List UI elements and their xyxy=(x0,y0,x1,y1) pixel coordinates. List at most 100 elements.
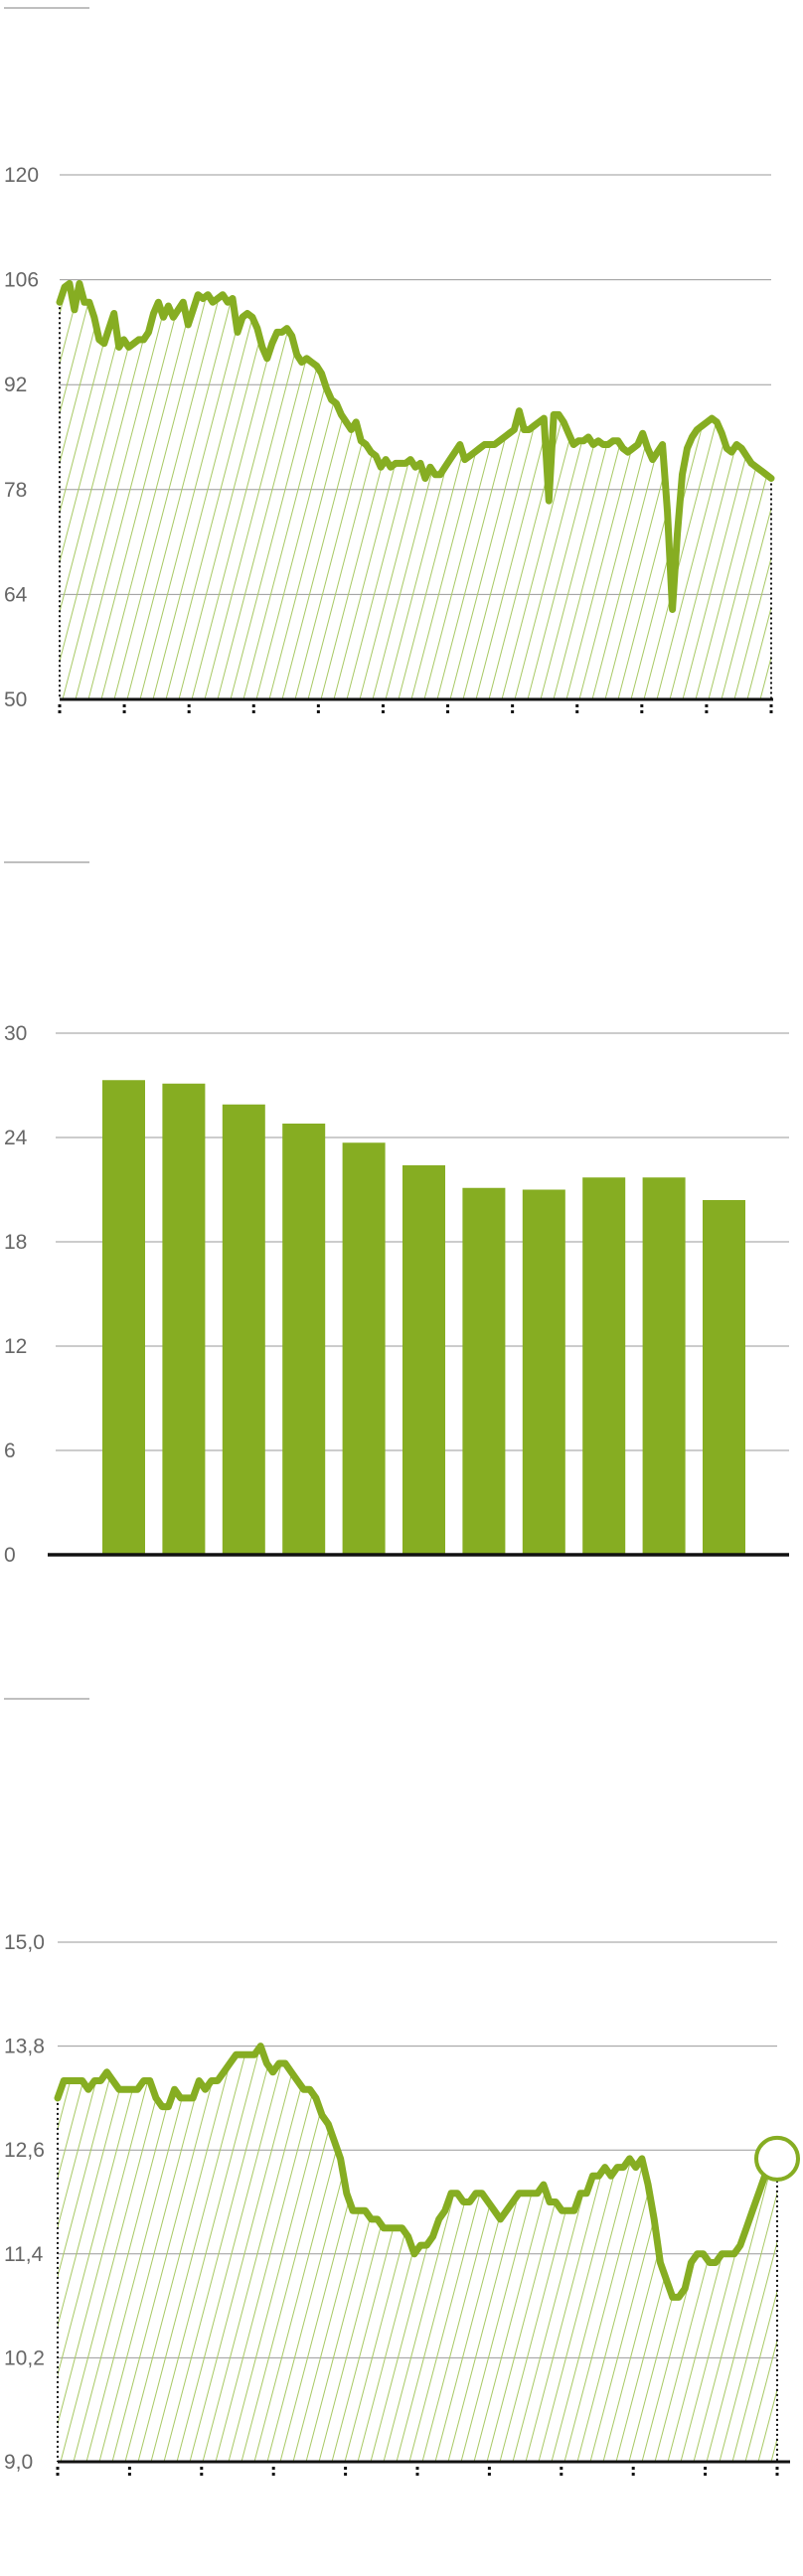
hatch-line xyxy=(228,2046,369,2462)
hatch-line xyxy=(757,2046,777,2462)
hatch-line xyxy=(654,2046,777,2462)
hatch-line xyxy=(189,2046,330,2462)
series-line xyxy=(54,2043,781,2301)
hatch-line xyxy=(137,2046,278,2462)
hatch-line xyxy=(615,2046,756,2462)
y-tick-label: 106 xyxy=(4,269,39,292)
hatch-line xyxy=(253,2046,395,2462)
hatch-line xyxy=(176,2046,317,2462)
hatch-line xyxy=(60,2046,201,2462)
hatch-line xyxy=(553,283,694,699)
hatch-line xyxy=(320,283,461,699)
hatch-line xyxy=(124,2046,265,2462)
y-tick-label: 6 xyxy=(4,1440,16,1462)
hatch-line xyxy=(202,2046,343,2462)
bar xyxy=(522,1189,565,1555)
hatch-line xyxy=(473,2046,614,2462)
y-tick-label: 24 xyxy=(4,1127,28,1149)
y-tick-label: 18 xyxy=(4,1231,27,1254)
hatch-line xyxy=(318,2046,459,2462)
hatch-line xyxy=(333,283,474,699)
hatch-line xyxy=(746,283,771,699)
hatch-line xyxy=(346,283,487,699)
hatch-line xyxy=(255,283,397,699)
bar xyxy=(102,1080,145,1555)
hatch-line xyxy=(73,2046,214,2462)
hatch-line xyxy=(241,2046,382,2462)
hatch-line xyxy=(60,283,74,699)
hatch-line xyxy=(98,2046,240,2462)
bar xyxy=(162,1083,206,1555)
hatch-line xyxy=(60,283,151,699)
chart-panel-1: 50 64 78 92 106 120 xyxy=(0,0,803,755)
hatch-line xyxy=(667,2046,777,2462)
hatch-line xyxy=(759,283,771,699)
hatch-line xyxy=(58,2046,84,2462)
chart-panel-3: 9,0 10,2 11,4 12,6 13,8 15,0 xyxy=(0,1629,803,2571)
hatch-line xyxy=(191,283,332,699)
hatch-line xyxy=(669,283,771,699)
y-tick-label: 30 xyxy=(4,1022,27,1045)
hatch-line xyxy=(268,283,409,699)
hatch-line xyxy=(100,283,241,699)
hatch-line xyxy=(62,283,203,699)
hatch-line xyxy=(58,2046,149,2462)
hatch-line xyxy=(538,2046,679,2462)
area-chart-1: 50 64 78 92 106 120 xyxy=(4,7,775,713)
chart-panel-2: 0 6 12 18 24 30 xyxy=(0,755,803,1629)
hatch-line xyxy=(126,283,267,699)
hatch-line xyxy=(731,2046,777,2462)
bar xyxy=(703,1200,745,1555)
hatch-line xyxy=(514,283,655,699)
y-tick-label: 12,6 xyxy=(4,2139,45,2162)
hatch-line xyxy=(499,2046,640,2462)
hatch-line xyxy=(565,283,707,699)
hatch-line xyxy=(486,2046,627,2462)
hatch-line xyxy=(589,2046,730,2462)
bar xyxy=(222,1104,265,1555)
hatch-line xyxy=(656,283,771,699)
hatch-line xyxy=(784,1932,803,2462)
hatch-line xyxy=(152,283,293,699)
y-tick-label: 64 xyxy=(4,583,28,606)
hatch-line xyxy=(602,2046,743,2462)
y-tick-label: 13,8 xyxy=(4,2036,45,2058)
hatch-line xyxy=(163,2046,304,2462)
hatch-line xyxy=(680,2046,777,2462)
bar-chart: 0 6 12 18 24 30 xyxy=(4,861,789,1567)
hatch-line xyxy=(733,283,771,699)
y-tick-label: 78 xyxy=(4,479,27,502)
y-tick-label: 15,0 xyxy=(4,1931,45,1954)
y-tick-label: 12 xyxy=(4,1335,27,1358)
hatch-line xyxy=(421,2046,562,2462)
hatch-line xyxy=(591,283,732,699)
hatch-line xyxy=(630,283,771,699)
hatch-line xyxy=(60,283,138,699)
hatch-line xyxy=(58,2046,72,2462)
hatch-line xyxy=(540,283,681,699)
hatch-line xyxy=(563,2046,705,2462)
hatch-line xyxy=(217,283,358,699)
hatch-line xyxy=(708,283,771,699)
hatch-line xyxy=(488,283,629,699)
bar xyxy=(342,1142,386,1555)
y-tick-label: 10,2 xyxy=(4,2347,45,2369)
hatch-line xyxy=(58,2046,188,2462)
hatch-line xyxy=(60,283,61,699)
hatch-line xyxy=(58,2046,175,2462)
bar xyxy=(402,1165,445,1555)
hatch-line xyxy=(60,283,164,699)
hatch-line xyxy=(460,2046,601,2462)
hatch-line xyxy=(372,283,513,699)
end-point-marker xyxy=(754,2135,800,2182)
hatch-line xyxy=(370,2046,511,2462)
hatch-line xyxy=(408,2046,550,2462)
hatch-line xyxy=(85,2046,227,2462)
hatch-line xyxy=(462,283,603,699)
series-line xyxy=(56,279,775,613)
hatch-line xyxy=(398,283,539,699)
hatch-line xyxy=(643,283,771,699)
hatch-line xyxy=(266,2046,407,2462)
hatch-line xyxy=(60,283,112,699)
hatch-line xyxy=(75,283,216,699)
